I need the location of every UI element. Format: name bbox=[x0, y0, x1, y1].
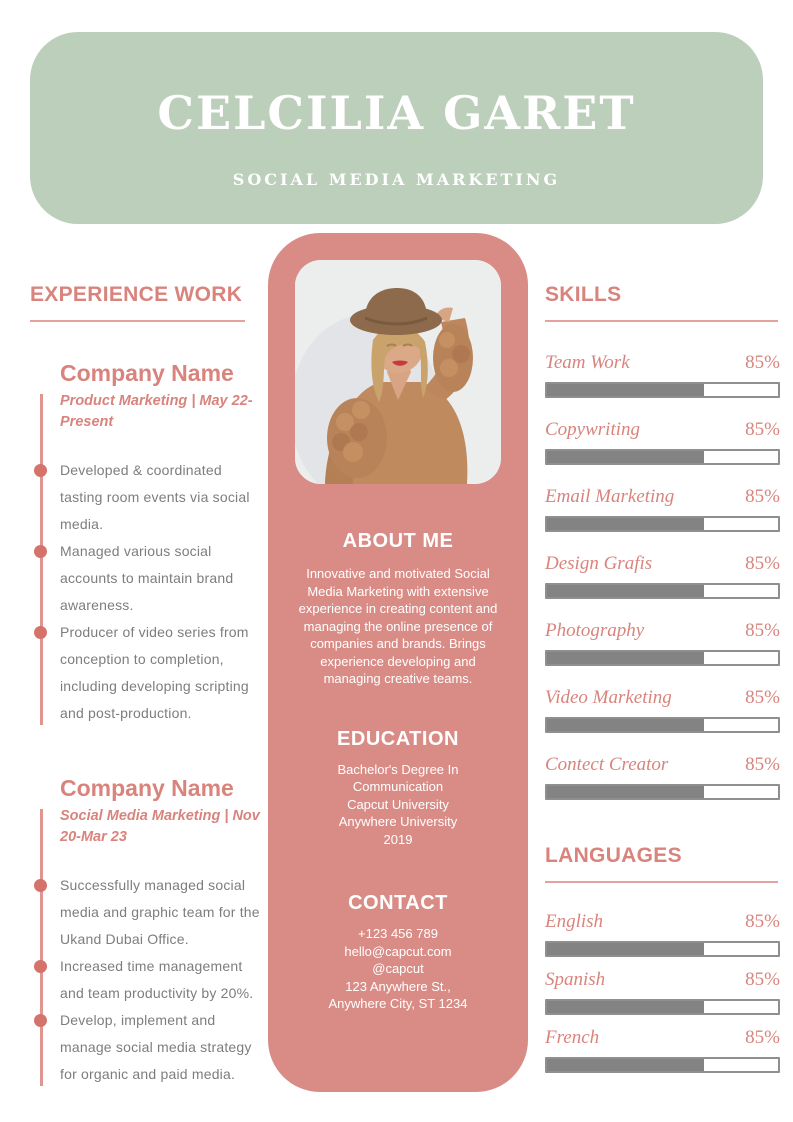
education-line: Anywhere University bbox=[338, 814, 458, 829]
header-banner: CELCILIA GARET SOCIAL MEDIA MARKETING bbox=[30, 32, 763, 224]
skill-percent: 85% bbox=[745, 486, 780, 507]
skills-section: SKILLS Team Work 85% Copywriting 85% Ema… bbox=[545, 283, 780, 1073]
skill-percent: 85% bbox=[745, 620, 780, 641]
skill-progress-bar bbox=[545, 583, 780, 599]
language-progress-bar bbox=[545, 941, 780, 957]
education-line: Bachelor's Degree In Communication bbox=[337, 761, 459, 795]
skill-progress-bar bbox=[545, 717, 780, 733]
education-line: Capcut University bbox=[347, 796, 449, 812]
profile-column: ABOUT ME Innovative and motivated Social… bbox=[268, 233, 528, 1092]
language-progress-fill bbox=[547, 943, 705, 955]
language-progress-fill bbox=[547, 1001, 705, 1013]
language-percent: 85% bbox=[745, 911, 780, 932]
skill-row: Copywriting 85% bbox=[545, 419, 780, 465]
skill-progress-bar bbox=[545, 382, 780, 398]
skill-label: Copywriting bbox=[545, 419, 641, 440]
skill-row: Design Grafis 85% bbox=[545, 553, 780, 599]
person-name: CELCILIA GARET bbox=[157, 85, 636, 140]
experience-bullet: Increased time management and team produ… bbox=[34, 953, 262, 1007]
skill-progress-fill bbox=[547, 384, 705, 396]
skill-progress-bar bbox=[545, 650, 780, 666]
skill-progress-bar bbox=[545, 516, 780, 532]
skill-row: Email Marketing 85% bbox=[545, 486, 780, 532]
skill-row: Team Work 85% bbox=[545, 352, 780, 398]
language-progress-bar bbox=[545, 1057, 780, 1073]
skill-label: Email Marketing bbox=[545, 486, 675, 507]
skill-progress-fill bbox=[547, 652, 705, 664]
company-name: Company Name bbox=[60, 360, 234, 386]
skill-label: Video Marketing bbox=[545, 687, 672, 708]
skill-progress-fill bbox=[547, 585, 705, 597]
skill-label: Contect Creator bbox=[545, 754, 669, 775]
company-name: Company Name bbox=[60, 775, 234, 801]
role-dates: Product Marketing | May 22-Present bbox=[60, 393, 253, 430]
skill-row: Photography 85% bbox=[545, 620, 780, 666]
skill-row: Contect Creator 85% bbox=[545, 754, 780, 800]
skill-progress-bar bbox=[545, 784, 780, 800]
languages-title: LANGUAGES bbox=[545, 844, 682, 867]
profile-photo bbox=[295, 260, 501, 484]
language-row: French 85% bbox=[545, 1027, 780, 1073]
education-title: EDUCATION bbox=[337, 727, 459, 750]
about-text: Innovative and motivated Social Media Ma… bbox=[298, 566, 498, 686]
skill-percent: 85% bbox=[745, 687, 780, 708]
experience-bullet: Developed & coordinated tasting room eve… bbox=[34, 457, 262, 538]
experience-divider bbox=[30, 320, 245, 322]
skill-progress-fill bbox=[547, 719, 705, 731]
experience-bullet: Producer of video series from conception… bbox=[34, 619, 262, 727]
skill-label: Design Grafis bbox=[545, 553, 653, 574]
contact-phone: +123 456 789 bbox=[358, 926, 438, 941]
contact-email: hello@capcut.com bbox=[344, 943, 452, 959]
contact-details: +123 456 789 hello@capcut.com @capcut 12… bbox=[292, 925, 504, 1013]
skill-progress-fill bbox=[547, 786, 705, 798]
about-title: ABOUT ME bbox=[342, 530, 454, 552]
role-dates: Social Media Marketing | Nov 20-Mar 23 bbox=[60, 808, 260, 845]
skill-label: Team Work bbox=[545, 352, 630, 373]
language-row: Spanish 85% bbox=[545, 969, 780, 1015]
skill-percent: 85% bbox=[745, 352, 780, 373]
language-row: English 85% bbox=[545, 911, 780, 957]
skills-divider bbox=[545, 320, 778, 322]
skill-row: Video Marketing 85% bbox=[545, 687, 780, 733]
education-details: Bachelor's Degree In Communication Capcu… bbox=[292, 761, 504, 849]
skills-title: SKILLS bbox=[545, 283, 622, 306]
language-label: French bbox=[545, 1027, 600, 1048]
language-label: English bbox=[545, 911, 604, 932]
language-percent: 85% bbox=[745, 969, 780, 990]
contact-address-line2: Anywhere City, ST 1234 bbox=[328, 996, 468, 1011]
experience-entry: Company Name Social Media Marketing | No… bbox=[30, 775, 262, 1088]
contact-handle: @capcut bbox=[372, 961, 424, 976]
job-title: SOCIAL MEDIA MARKETING bbox=[232, 169, 561, 189]
skill-percent: 85% bbox=[745, 553, 780, 574]
education-line: 2019 bbox=[383, 831, 413, 847]
skill-progress-fill bbox=[547, 451, 705, 463]
experience-bullet: Managed various social accounts to maint… bbox=[34, 538, 262, 619]
experience-bullet: Successfully managed social media and gr… bbox=[34, 872, 262, 953]
experience-bullets: Developed & coordinated tasting room eve… bbox=[34, 457, 262, 727]
experience-section: EXPERIENCE WORK Company Name Product Mar… bbox=[30, 283, 262, 1088]
experience-bullet: Develop, implement and manage social med… bbox=[34, 1007, 262, 1088]
experience-entry: Company Name Product Marketing | May 22-… bbox=[30, 360, 262, 727]
experience-title: EXPERIENCE WORK bbox=[30, 283, 243, 306]
languages-divider bbox=[545, 881, 778, 883]
language-percent: 85% bbox=[745, 1027, 780, 1048]
skill-label: Photography bbox=[545, 620, 645, 641]
skill-progress-bar bbox=[545, 449, 780, 465]
experience-bullets: Successfully managed social media and gr… bbox=[34, 872, 262, 1088]
skill-percent: 85% bbox=[745, 754, 780, 775]
skill-percent: 85% bbox=[745, 419, 780, 440]
language-progress-bar bbox=[545, 999, 780, 1015]
contact-title: CONTACT bbox=[348, 892, 448, 914]
contact-address-line1: 123 Anywhere St., bbox=[345, 978, 451, 994]
language-label: Spanish bbox=[545, 969, 606, 990]
skill-progress-fill bbox=[547, 518, 705, 530]
language-progress-fill bbox=[547, 1059, 705, 1071]
